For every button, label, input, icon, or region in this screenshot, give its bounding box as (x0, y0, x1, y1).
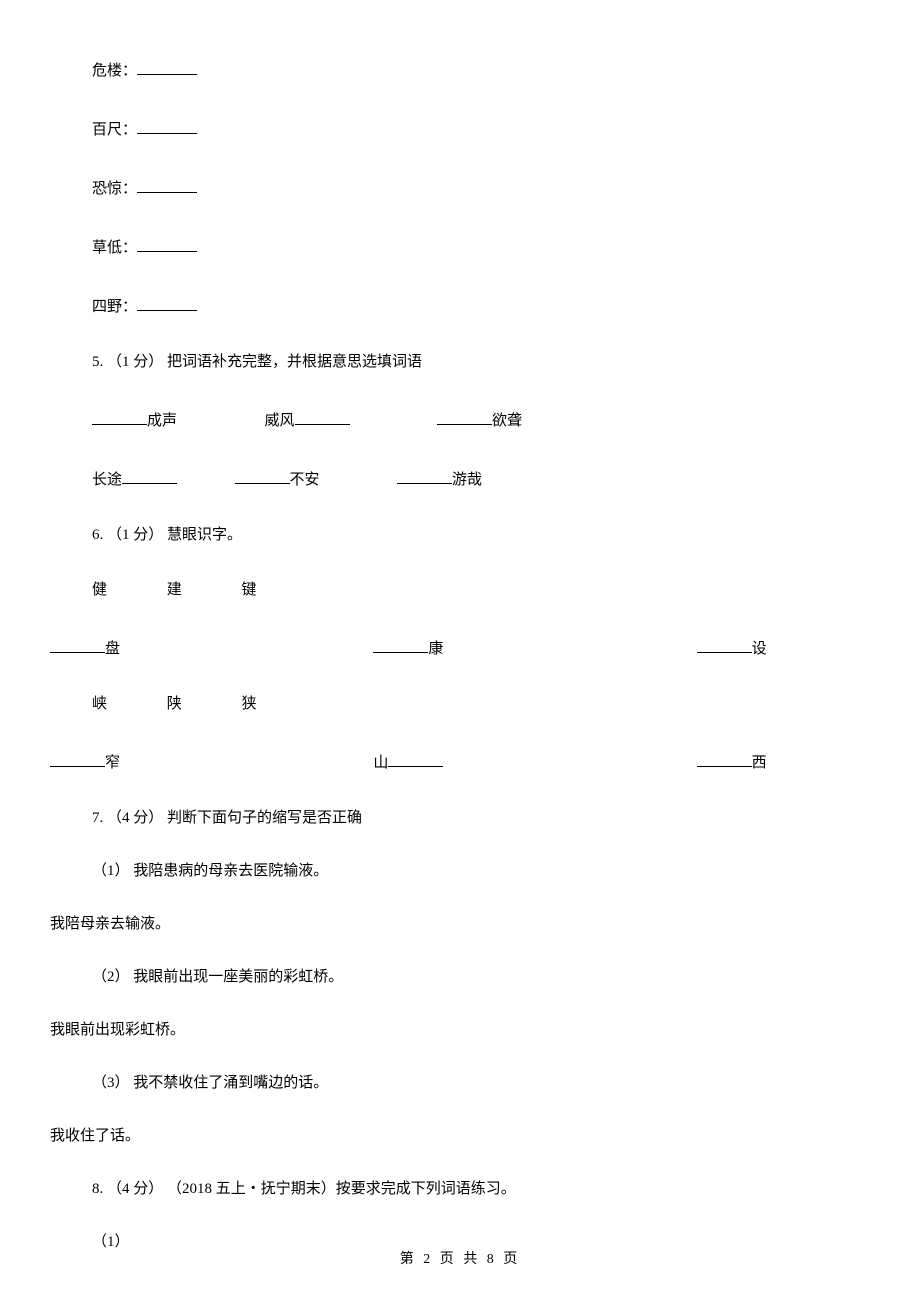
q7-header: 7. （4 分） 判断下面句子的缩写是否正确 (50, 811, 870, 826)
q7-item1-a: 我陪母亲去输液。 (50, 917, 870, 932)
q5-row1: 成声 威风 欲聋 (50, 410, 870, 429)
q4-blank-5: 四野： (50, 296, 870, 315)
q5-r1-b: 威风 (265, 413, 295, 429)
blank-input[interactable] (235, 469, 290, 484)
q6-group2-chars: 峡 陕 狭 (50, 697, 870, 712)
q4-blank-4: 草低： (50, 237, 870, 256)
char-options: 健 建 键 (92, 582, 285, 598)
q6-header: 6. （1 分） 慧眼识字。 (50, 528, 870, 543)
q6-g2-c: 西 (752, 755, 767, 771)
q5-r2-c: 游哉 (452, 472, 482, 488)
q6-g1-b: 康 (428, 641, 443, 657)
q4-blank-3: 恐惊： (50, 178, 870, 197)
q6-g1-a: 盘 (105, 641, 120, 657)
q6-g2-b: 山 (373, 755, 388, 771)
q4-label-5: 四野： (92, 299, 137, 315)
q6-group1-chars: 健 建 键 (50, 583, 870, 598)
q6-g1-c: 设 (752, 641, 767, 657)
q4-blank-1: 危楼： (50, 60, 870, 79)
blank-input[interactable] (137, 237, 197, 252)
q5-r2-b: 不安 (290, 472, 320, 488)
blank-input[interactable] (50, 752, 105, 767)
blank-input[interactable] (437, 410, 492, 425)
q5-r1-a: 成声 (147, 413, 177, 429)
q7-item3-a: 我收住了话。 (50, 1129, 870, 1144)
blank-input[interactable] (50, 638, 105, 653)
q7-item1-q: （1） 我陪患病的母亲去医院输液。 (50, 864, 870, 879)
q4-label-4: 草低： (92, 240, 137, 256)
q7-item3-q: （3） 我不禁收住了涌到嘴边的话。 (50, 1076, 870, 1091)
q5-r2-a: 长途 (92, 472, 122, 488)
q8-header: 8. （4 分） （2018 五上・抚宁期末）按要求完成下列词语练习。 (50, 1182, 870, 1197)
q6-group1-blanks: 盘 康 设 (50, 638, 870, 657)
blank-input[interactable] (137, 119, 197, 134)
page-footer: 第 2 页 共 8 页 (0, 1248, 920, 1268)
q4-blank-2: 百尺： (50, 119, 870, 138)
q5-header: 5. （1 分） 把词语补充完整，并根据意思选填词语 (50, 355, 870, 370)
q4-label-2: 百尺： (92, 122, 137, 138)
blank-input[interactable] (697, 638, 752, 653)
blank-input[interactable] (697, 752, 752, 767)
blank-input[interactable] (388, 752, 443, 767)
blank-input[interactable] (137, 178, 197, 193)
q6-group2-blanks: 窄 山 西 (50, 752, 870, 771)
q4-label-1: 危楼： (92, 63, 137, 79)
document-content: 危楼： 百尺： 恐惊： 草低： 四野： 5. （1 分） 把词语补充完整，并根据… (50, 60, 870, 1250)
char-options: 峡 陕 狭 (92, 696, 285, 712)
q7-item2-a: 我眼前出现彩虹桥。 (50, 1023, 870, 1038)
blank-input[interactable] (295, 410, 350, 425)
q5-row2: 长途 不安 游哉 (50, 469, 870, 488)
blank-input[interactable] (137, 60, 197, 75)
q7-item2-q: （2） 我眼前出现一座美丽的彩虹桥。 (50, 970, 870, 985)
blank-input[interactable] (397, 469, 452, 484)
blank-input[interactable] (373, 638, 428, 653)
q4-label-3: 恐惊： (92, 181, 137, 197)
blank-input[interactable] (122, 469, 177, 484)
q6-g2-a: 窄 (105, 755, 120, 771)
blank-input[interactable] (137, 296, 197, 311)
blank-input[interactable] (92, 410, 147, 425)
q5-r1-c: 欲聋 (492, 413, 522, 429)
